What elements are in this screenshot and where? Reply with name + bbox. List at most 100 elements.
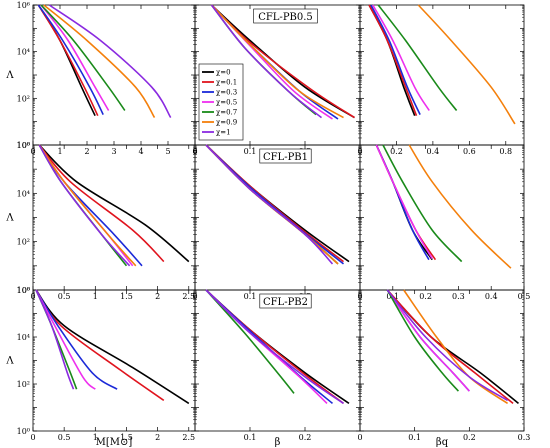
y-tick-label: 10² (17, 238, 30, 247)
panel-frame (32, 144, 196, 291)
legend-label: χ=0.5 (216, 99, 237, 107)
x-axis-label: M[M⊙] (96, 437, 133, 448)
x-axis-label: βq (436, 437, 449, 448)
panel-title-box (259, 293, 312, 309)
y-tick-label: 10⁶ (17, 141, 30, 150)
series-line--1 (386, 289, 509, 402)
y-tick-label: 10⁴ (17, 333, 30, 342)
x-tick-label: 2 (155, 433, 160, 442)
series-line--0-5 (35, 289, 96, 390)
panel-title: CFL-PB1 (263, 152, 308, 163)
x-tick-label: 0.5 (58, 292, 71, 301)
x-tick-label: 0.1 (244, 147, 257, 156)
x-tick-label: 0.6 (463, 147, 476, 156)
y-tick-label: 10⁶ (17, 1, 30, 10)
y-tick-label: 10⁰ (17, 427, 30, 436)
x-tick-label: 1.5 (120, 433, 133, 442)
x-axis-label: β (275, 437, 281, 448)
series-line--1 (210, 4, 322, 119)
panel-title: CFL-PB0.5 (258, 12, 313, 23)
series-line--0 (37, 4, 96, 117)
x-tick-label: 5 (165, 147, 170, 156)
x-tick-label: 0.2 (463, 433, 476, 442)
series-line--0-3 (35, 289, 118, 390)
series-line--0-1 (368, 4, 418, 116)
series-line--0-7 (386, 289, 460, 392)
x-tick-label: 4 (138, 147, 143, 156)
legend-label: χ=0.1 (216, 79, 237, 87)
series-line--1 (205, 289, 344, 405)
x-tick-label: 0.4 (485, 292, 498, 301)
y-axis-label: Λ (5, 213, 14, 224)
x-tick-label: 1 (93, 433, 98, 442)
series-line--0-7 (382, 144, 463, 263)
x-tick-label: 3 (111, 147, 116, 156)
x-tick-label: 0.3 (452, 292, 465, 301)
series-line--0-1 (37, 4, 99, 117)
y-axis-label: Λ (5, 356, 14, 367)
series-line--0-9 (403, 289, 509, 405)
x-tick-label: 0.1 (244, 292, 257, 301)
y-tick-label: 10² (17, 94, 30, 103)
x-tick-label: 0.2 (299, 433, 312, 442)
series-line--0-3 (38, 144, 143, 267)
x-tick-label: 0.1 (408, 433, 421, 442)
series-line--0-1 (386, 289, 514, 405)
x-tick-label: 0 (30, 433, 35, 442)
series-line--0-7 (377, 4, 458, 111)
legend-label: χ=0.9 (216, 119, 237, 127)
x-tick-label: 0.5 (58, 433, 71, 442)
y-tick-label: 10² (17, 380, 30, 389)
series-line--0 (38, 144, 190, 263)
x-tick-label: 2 (155, 292, 160, 301)
x-tick-label: 1.5 (120, 292, 133, 301)
series-line--0-5 (40, 4, 110, 111)
series-line--0-3 (37, 4, 104, 115)
x-tick-label: 2.5 (182, 433, 195, 442)
x-tick-label: 2 (84, 147, 89, 156)
y-tick-label: 10⁴ (17, 48, 30, 57)
x-tick-label: 0 (357, 433, 362, 442)
series-line--0-5 (386, 289, 470, 392)
x-tick-label: 1 (93, 292, 98, 301)
series-line--1 (48, 4, 172, 119)
legend-label: χ=1 (216, 129, 231, 137)
series-line--0-3 (370, 4, 421, 115)
panel-title-box (259, 148, 312, 164)
x-tick-label: 0.3 (518, 433, 531, 442)
x-tick-label: 0.1 (244, 433, 257, 442)
x-tick-label: 0.8 (499, 147, 512, 156)
panel-frame (359, 144, 525, 291)
panel-frame (194, 144, 361, 291)
series-line--0-1 (38, 144, 165, 263)
series-line--0-1 (35, 289, 165, 402)
series-line--0 (386, 289, 520, 405)
legend-label: χ=0 (216, 69, 231, 77)
x-tick-label: 2.5 (182, 292, 195, 301)
x-tick-label: 0.2 (390, 147, 403, 156)
series-line--0-9 (38, 144, 137, 267)
y-axis-label: Λ (5, 70, 14, 81)
series-line--0-9 (210, 4, 344, 119)
panel-frame (194, 289, 361, 432)
series-line--1 (38, 144, 131, 267)
series-line--0-7 (205, 289, 295, 394)
series-line--0-7 (40, 4, 126, 111)
legend-label: χ=0.3 (216, 89, 237, 97)
series-line--0-1 (375, 144, 437, 261)
x-tick-label: 0.2 (419, 292, 432, 301)
series-line--0-5 (375, 144, 433, 260)
y-tick-label: 10⁴ (17, 189, 30, 198)
y-tick-label: 10⁶ (17, 286, 30, 295)
x-tick-label: 0.4 (427, 147, 440, 156)
panel-title: CFL-PB2 (263, 297, 308, 308)
y-tick-label: 10⁰ (17, 141, 30, 150)
series-line--0-9 (408, 144, 512, 269)
legend-label: χ=0.7 (216, 109, 237, 117)
series-line--1 (35, 289, 75, 390)
series-line--0-5 (372, 4, 430, 111)
y-tick-label: 10⁰ (17, 286, 30, 295)
panel-frame (32, 289, 196, 432)
series-line--1 (205, 144, 334, 265)
